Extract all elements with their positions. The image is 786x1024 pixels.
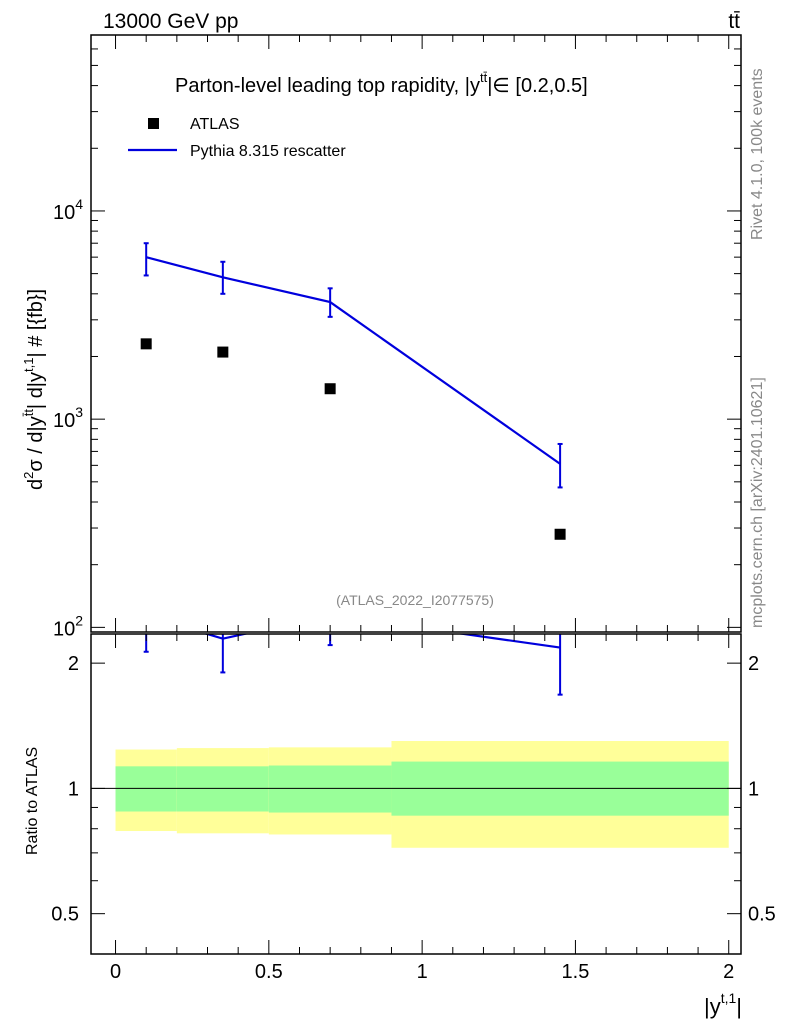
analysis-watermark: (ATLAS_2022_I2077575) xyxy=(336,592,494,608)
main-panel: 102 103 104 xyxy=(53,34,742,640)
process-label: tt̄ xyxy=(728,10,740,33)
atlas-point xyxy=(217,346,229,358)
ratio-y-tick-label: 0.5 xyxy=(51,904,79,926)
x-tick-label: 0 xyxy=(110,961,121,983)
atlas-point xyxy=(140,338,152,350)
ratio-y-tick-label: 1 xyxy=(68,778,79,800)
atlas-point xyxy=(554,528,566,540)
ratio-y-tick-label: 2 xyxy=(68,653,79,675)
x-tick-label: 1.5 xyxy=(562,961,590,983)
ratio-axis-label: Ratio to ATLAS xyxy=(24,747,41,855)
ratio-panel-frame xyxy=(90,633,742,955)
chart-title: Parton-level leading top rapidity, |ytt̄… xyxy=(175,70,588,97)
legend-pythia-label: Pythia 8.315 rescatter xyxy=(190,143,346,160)
legend-atlas-marker xyxy=(148,118,159,129)
ratio-y-tick-label-right: 0.5 xyxy=(748,904,776,926)
y-axis-label: d2σ / d|yt̄t| d|yt,1| # [{fb}] xyxy=(21,289,47,490)
y-tick-label: 103 xyxy=(53,404,83,432)
main-panel-frame xyxy=(90,34,742,633)
y-tick-label: 104 xyxy=(53,196,83,224)
ratio-y-tick-label-right: 2 xyxy=(748,653,759,675)
ratio-band-green xyxy=(176,766,269,812)
pythia-line xyxy=(145,256,561,465)
ratio-band-green xyxy=(268,765,392,813)
mcplots-label: mcplots.cern.ch [arXiv:2401.10621] xyxy=(749,377,766,628)
x-tick-label: 0.5 xyxy=(255,961,283,983)
energy-label: 13000 GeV pp xyxy=(103,10,238,33)
legend-atlas-label: ATLAS xyxy=(190,116,240,133)
x-tick-label: 1 xyxy=(417,961,428,983)
rivet-label: Rivet 4.1.0, 100k events xyxy=(749,68,766,240)
ratio-y-tick-label-right: 1 xyxy=(748,778,759,800)
ratio-panel: 0 0.5 1 1.5 2 0.5 0.5 1 1 2 2 xyxy=(51,633,776,983)
ratio-band-green xyxy=(115,766,177,812)
y-tick-label: 102 xyxy=(53,612,83,640)
atlas-point xyxy=(324,383,336,395)
legend: ATLAS Pythia 8.315 rescatter xyxy=(128,116,346,160)
x-tick-label: 2 xyxy=(723,961,734,983)
x-axis-label: |yt,1| xyxy=(704,990,742,1019)
